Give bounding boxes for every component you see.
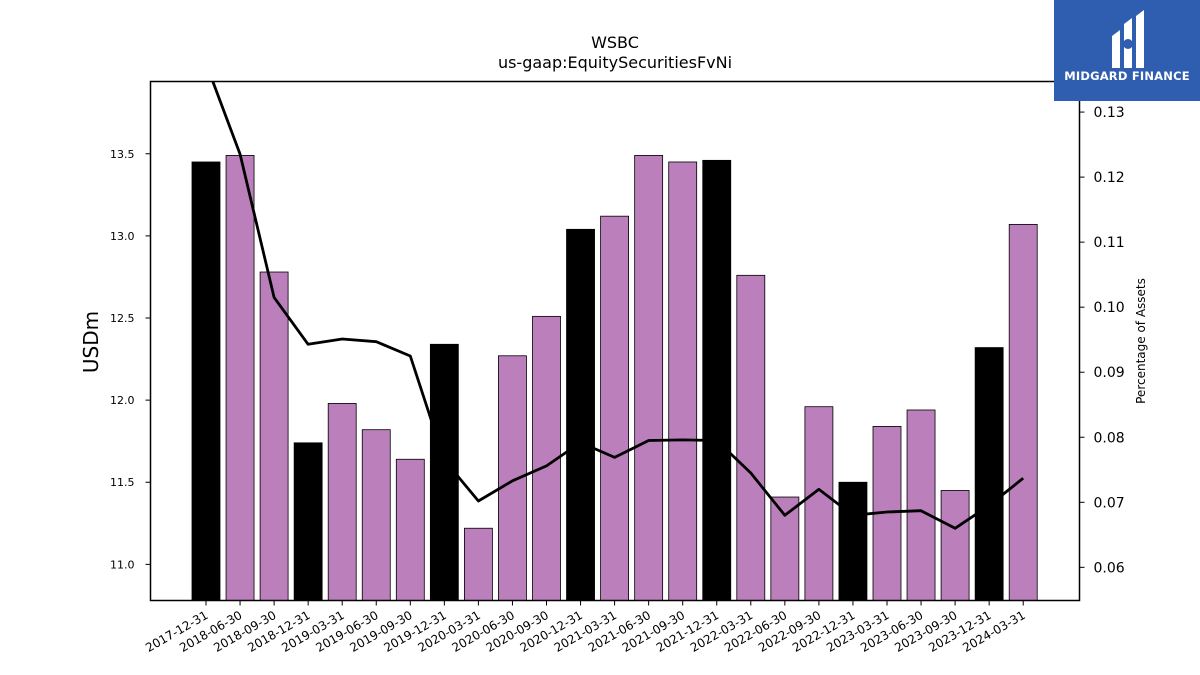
y-tick-label: 13.0 [110, 230, 135, 243]
y2-tick-label: 0.12 [1094, 170, 1125, 186]
bar-2021-06-30 [634, 155, 664, 601]
bar-2018-12-31 [293, 442, 323, 601]
brand-name: MIDGARD FINANCE [1064, 69, 1190, 83]
y-axis-label: USDm [79, 311, 103, 373]
bar-2023-09-30 [940, 490, 970, 601]
bar-2017-12-31 [191, 161, 221, 601]
y2-tick-label: 0.13 [1094, 105, 1125, 121]
logo-mark-icon [1112, 10, 1144, 68]
bars-layer [191, 155, 1038, 601]
brand-logo: MIDGARD FINANCE [1054, 0, 1200, 101]
y2-tick-label: 0.07 [1094, 495, 1125, 511]
bar-2022-03-31 [736, 274, 766, 601]
bar-2019-06-30 [361, 429, 391, 601]
y-tick-label: 12.5 [110, 312, 135, 325]
bar-2022-06-30 [770, 496, 800, 601]
x-axis: 2017-12-312018-06-302018-09-302018-12-31… [143, 600, 1028, 655]
y-tick-label: 12.0 [110, 394, 135, 407]
y2-tick-label: 0.09 [1094, 365, 1125, 381]
bar-2023-12-31 [974, 347, 1004, 601]
right-axis: 0.06 0.07 0.08 0.09 0.10 0.11 0.12 0.13 [1079, 105, 1125, 576]
bar-2018-06-30 [225, 155, 255, 601]
bar-2019-09-30 [395, 458, 425, 601]
y-tick-label: 11.5 [110, 476, 135, 489]
y2-axis-label: Percentage of Assets [1134, 278, 1148, 404]
left-axis: 11.0 11.5 12.0 12.5 13.0 13.5 [110, 148, 151, 571]
chart-title: WSBC [591, 33, 639, 52]
bar-2022-09-30 [804, 406, 834, 601]
y2-tick-label: 0.11 [1094, 235, 1125, 251]
bar-2021-03-31 [600, 215, 629, 601]
bar-2022-12-31 [838, 481, 868, 601]
bar-2021-09-30 [668, 161, 698, 601]
bar-2020-06-30 [498, 355, 527, 601]
chart-subtitle: us-gaap:EquitySecuritiesFvNi [498, 53, 732, 72]
y-tick-label: 11.0 [110, 558, 135, 571]
y2-tick-label: 0.06 [1094, 560, 1125, 576]
bar-2020-03-31 [463, 527, 493, 601]
bar-2020-12-31 [566, 228, 595, 601]
bar-2019-03-31 [327, 403, 357, 601]
bar-2021-12-31 [702, 159, 732, 601]
y2-tick-label: 0.08 [1094, 430, 1125, 446]
bar-2024-03-31 [1008, 223, 1038, 601]
percentage-line [211, 81, 1025, 530]
line-layer [211, 81, 1025, 530]
bar-2018-09-30 [259, 271, 289, 601]
y-tick-label: 13.5 [110, 148, 135, 161]
y2-tick-label: 0.10 [1094, 300, 1125, 316]
bar-2023-06-30 [906, 409, 936, 601]
